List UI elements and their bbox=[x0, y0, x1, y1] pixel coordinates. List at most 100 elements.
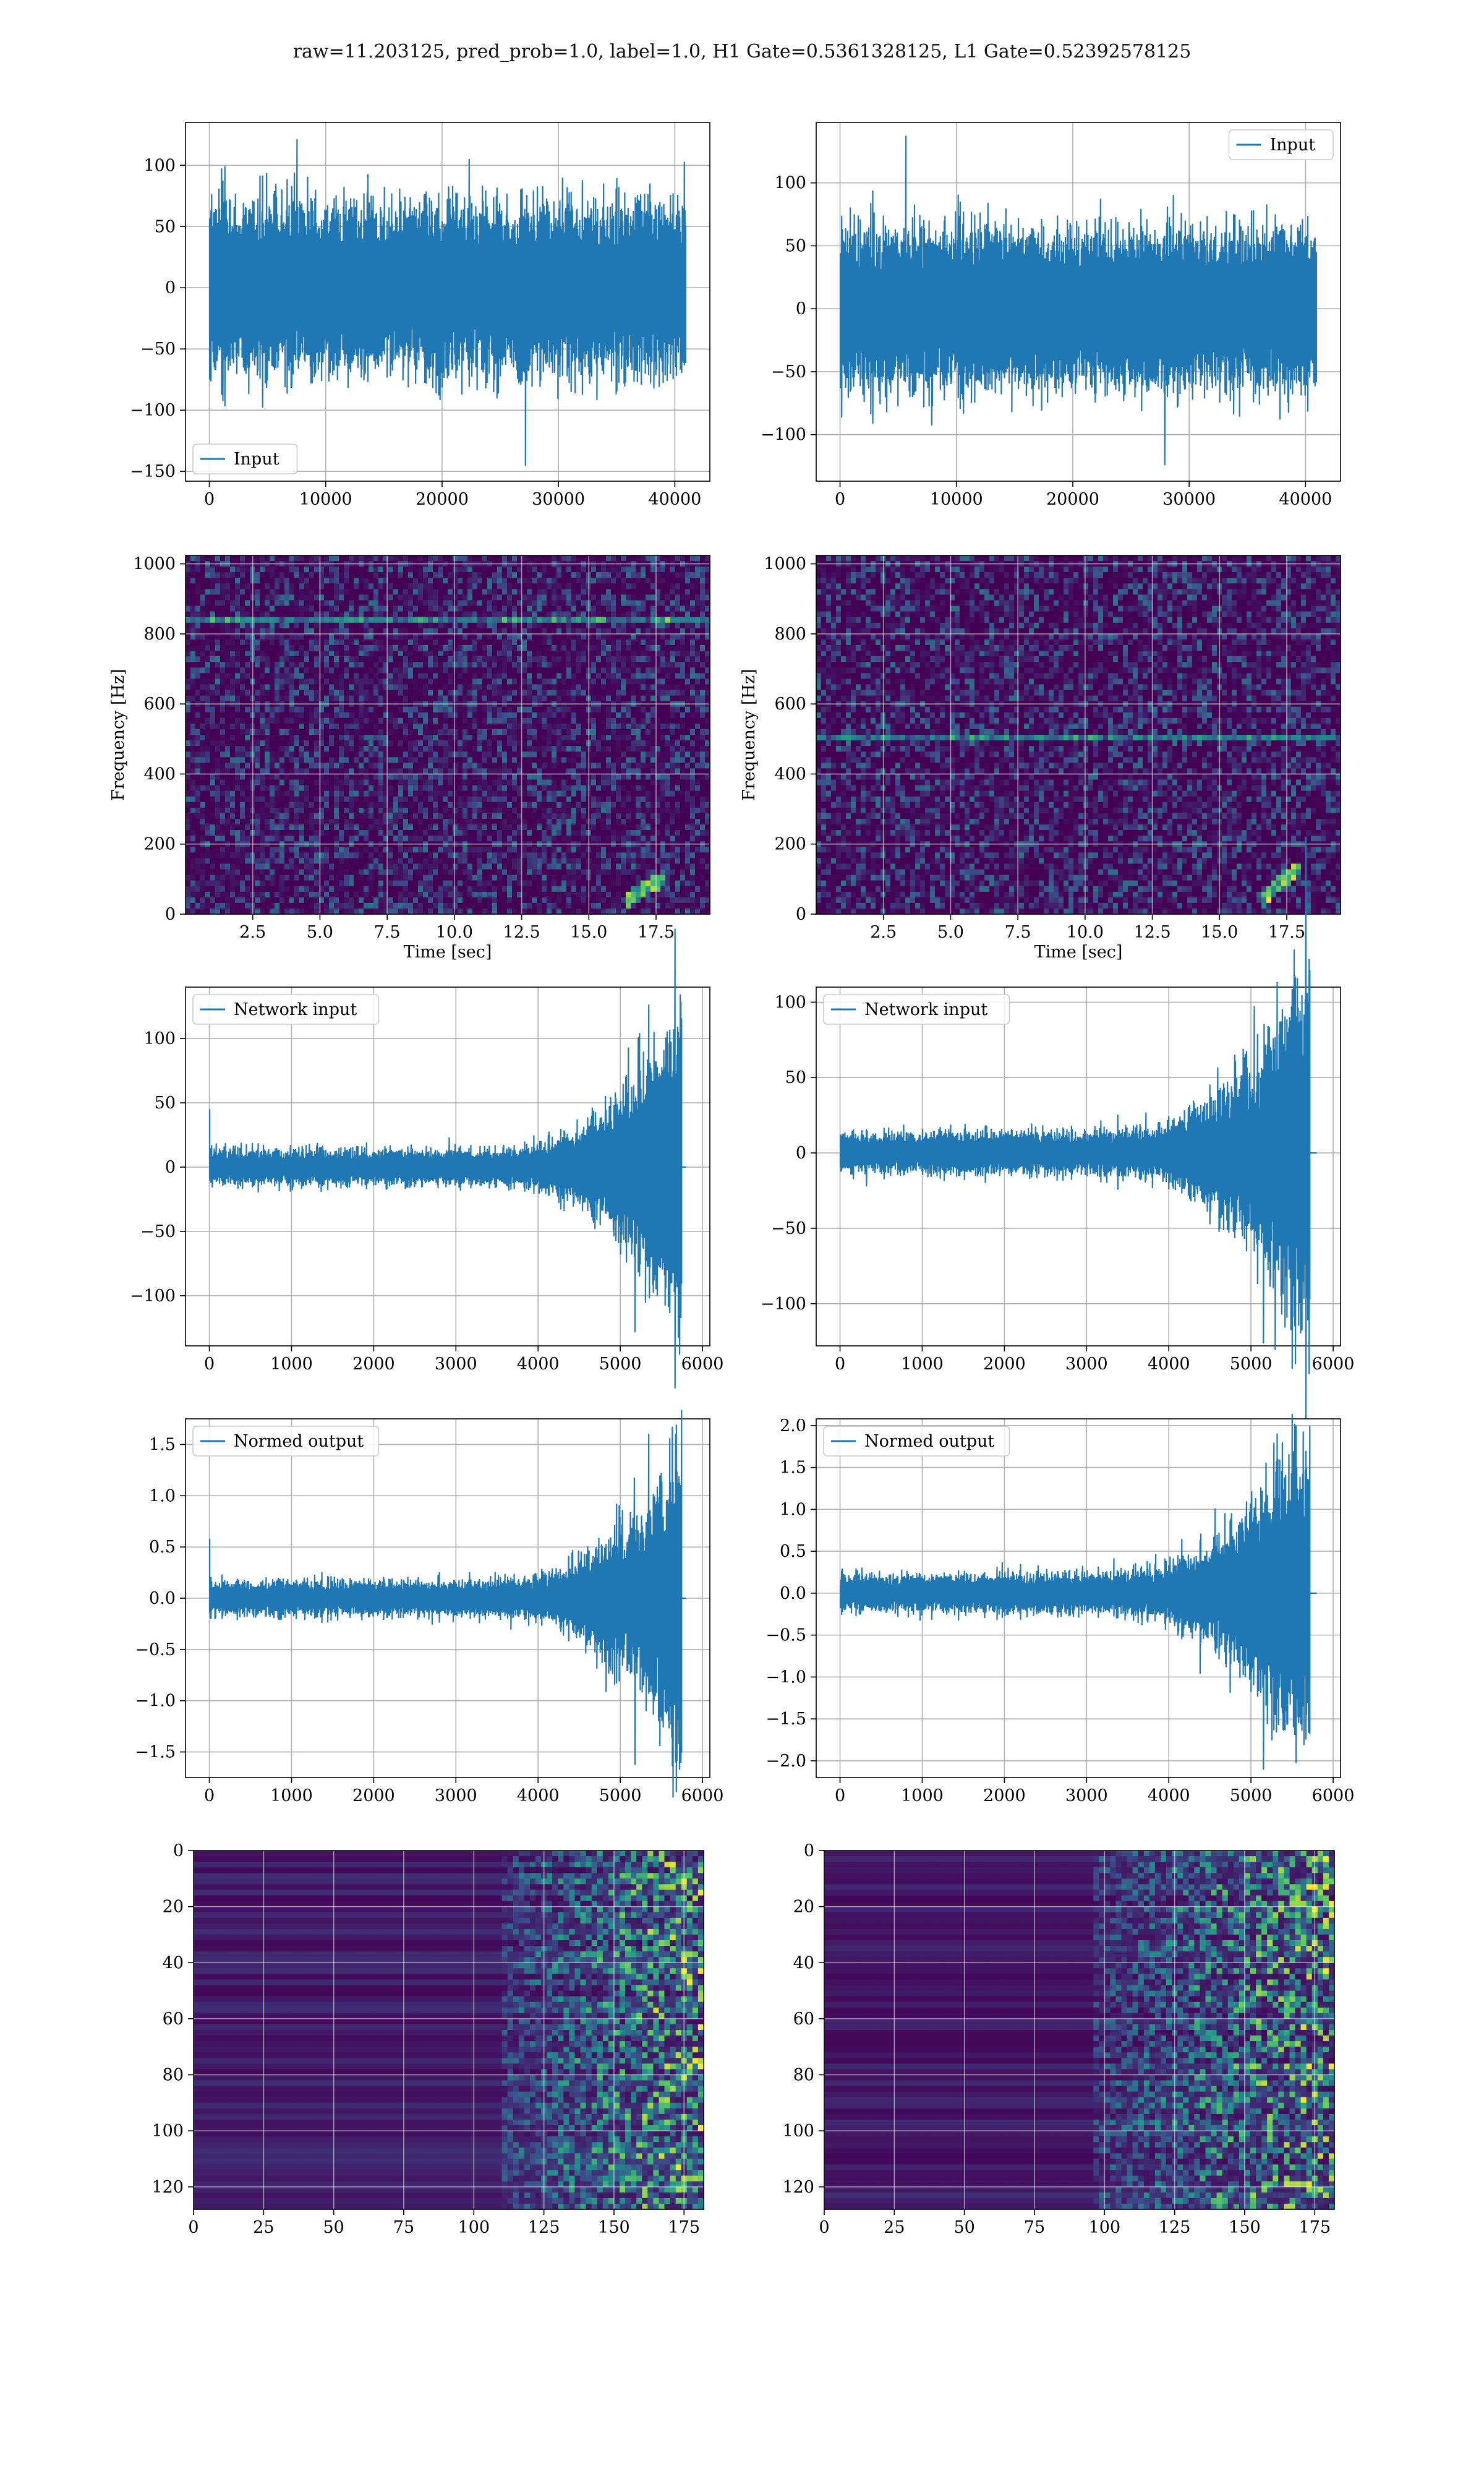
heatmap-cell bbox=[492, 651, 498, 657]
heatmap-cell bbox=[522, 886, 527, 892]
heatmap-cell bbox=[235, 824, 241, 831]
heatmap-cell bbox=[215, 623, 221, 629]
heatmap-cell bbox=[215, 897, 221, 904]
heatmap-cell bbox=[482, 785, 488, 792]
heatmap-cell bbox=[255, 713, 260, 719]
heatmap-cell bbox=[190, 813, 196, 820]
heatmap-cell bbox=[215, 875, 221, 881]
heatmap-cell bbox=[205, 567, 211, 573]
heatmap-cell bbox=[438, 572, 443, 578]
heatmap-cell bbox=[210, 583, 216, 589]
heatmap-cell bbox=[275, 757, 280, 763]
heatmap-cell bbox=[190, 572, 196, 578]
heatmap-cell bbox=[240, 858, 245, 864]
heatmap-cell bbox=[482, 724, 488, 730]
heatmap-cell bbox=[383, 684, 389, 690]
heatmap-cell bbox=[398, 589, 404, 595]
heatmap-cell bbox=[265, 718, 270, 724]
heatmap-cell bbox=[230, 678, 236, 685]
heatmap-cell bbox=[556, 729, 562, 735]
heatmap-cell bbox=[492, 578, 498, 584]
heatmap-cell bbox=[314, 673, 320, 679]
heatmap-cell bbox=[200, 623, 206, 629]
heatmap-cell bbox=[200, 903, 206, 909]
heatmap-cell bbox=[448, 824, 453, 831]
heatmap-cell bbox=[373, 696, 379, 702]
heatmap-cell bbox=[186, 897, 191, 904]
heatmap-cell bbox=[512, 623, 518, 629]
heatmap-cell bbox=[210, 830, 216, 836]
y-tick-label: −100 bbox=[761, 426, 806, 445]
heatmap-cell bbox=[527, 667, 532, 674]
heatmap-cell bbox=[279, 589, 285, 595]
heatmap-cell bbox=[408, 802, 414, 808]
heatmap-cell bbox=[299, 572, 305, 578]
heatmap-cell bbox=[403, 601, 409, 607]
heatmap-cell bbox=[443, 684, 448, 690]
heatmap-cell bbox=[324, 791, 330, 797]
heatmap-cell bbox=[477, 763, 483, 769]
heatmap-cell bbox=[467, 628, 473, 635]
heatmap-cell bbox=[477, 863, 483, 870]
heatmap-cell bbox=[329, 852, 335, 858]
heatmap-cell bbox=[393, 757, 399, 763]
heatmap-cell bbox=[428, 645, 433, 651]
heatmap-cell bbox=[230, 645, 236, 651]
heatmap-cell bbox=[378, 656, 384, 662]
heatmap-cell bbox=[542, 774, 547, 780]
heatmap-cell bbox=[487, 870, 493, 876]
heatmap-cell bbox=[443, 707, 448, 713]
heatmap-cell bbox=[279, 594, 285, 601]
heatmap-cell bbox=[359, 886, 364, 892]
heatmap-cell bbox=[556, 628, 562, 635]
heatmap-cell bbox=[428, 740, 433, 747]
heatmap-cell bbox=[532, 740, 537, 747]
heatmap-cell bbox=[275, 763, 280, 769]
heatmap-cell bbox=[418, 774, 424, 780]
heatmap-cell bbox=[324, 824, 330, 831]
heatmap-cell bbox=[334, 612, 339, 618]
heatmap-cell bbox=[482, 718, 488, 724]
heatmap-cell bbox=[334, 858, 339, 864]
heatmap-cell bbox=[294, 684, 300, 690]
heatmap-cell bbox=[378, 774, 384, 780]
heatmap-cell bbox=[205, 628, 211, 635]
heatmap-cell bbox=[200, 583, 206, 589]
heatmap-cell bbox=[502, 673, 508, 679]
heatmap-cell bbox=[448, 707, 453, 713]
heatmap-cell bbox=[448, 797, 453, 803]
heatmap-cell bbox=[502, 656, 508, 662]
heatmap-cell bbox=[477, 606, 483, 612]
heatmap-cell bbox=[497, 863, 503, 870]
heatmap-cell bbox=[225, 830, 231, 836]
heatmap-cell bbox=[260, 746, 265, 752]
heatmap-cell bbox=[502, 830, 508, 836]
heatmap-cell bbox=[186, 606, 191, 612]
heatmap-cell bbox=[428, 567, 433, 573]
heatmap-cell bbox=[532, 690, 537, 696]
heatmap-cell bbox=[186, 830, 191, 836]
heatmap-cell bbox=[448, 612, 453, 618]
heatmap-cell bbox=[472, 897, 478, 904]
heatmap-cell bbox=[433, 892, 438, 898]
heatmap-cell bbox=[200, 740, 206, 747]
heatmap-cell bbox=[393, 567, 399, 573]
heatmap-cell bbox=[200, 802, 206, 808]
heatmap-cell bbox=[190, 774, 196, 780]
heatmap-cell bbox=[354, 763, 359, 769]
heatmap-cell bbox=[240, 724, 245, 730]
heatmap-cell bbox=[512, 612, 518, 618]
heatmap-cell bbox=[186, 617, 191, 623]
heatmap-cell bbox=[186, 651, 191, 657]
heatmap-cell bbox=[334, 791, 339, 797]
heatmap-cell bbox=[270, 808, 275, 814]
heatmap-cell bbox=[279, 791, 285, 797]
heatmap-cell bbox=[359, 785, 364, 792]
heatmap-cell bbox=[438, 640, 443, 646]
heatmap-cell bbox=[284, 673, 290, 679]
heatmap-cell bbox=[210, 785, 216, 792]
heatmap-cell bbox=[344, 886, 349, 892]
heatmap-cell bbox=[522, 830, 527, 836]
heatmap-cell bbox=[463, 858, 468, 864]
heatmap-cell bbox=[364, 886, 369, 892]
